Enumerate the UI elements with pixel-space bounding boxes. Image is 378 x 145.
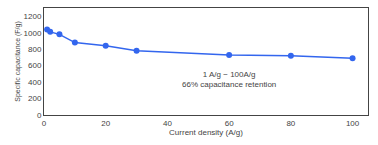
svg-text:200: 200 (28, 94, 42, 103)
svg-text:100: 100 (346, 119, 360, 128)
svg-text:1000: 1000 (24, 28, 42, 37)
svg-text:Current density (A/g): Current density (A/g) (169, 128, 243, 137)
svg-text:0: 0 (37, 111, 42, 120)
svg-text:600: 600 (28, 61, 42, 70)
svg-text:80: 80 (286, 119, 295, 128)
svg-text:60: 60 (225, 119, 234, 128)
svg-text:20: 20 (101, 119, 110, 128)
svg-text:40: 40 (163, 119, 172, 128)
svg-text:1200: 1200 (24, 12, 42, 21)
svg-text:1 A/g − 100A/g66% capacitance: 1 A/g − 100A/g66% capacitance retention (182, 70, 276, 89)
svg-text:800: 800 (28, 45, 42, 54)
svg-text:400: 400 (28, 78, 42, 87)
svg-text:Specific capacitance (F/g): Specific capacitance (F/g) (14, 21, 22, 102)
svg-text:0: 0 (42, 119, 47, 128)
